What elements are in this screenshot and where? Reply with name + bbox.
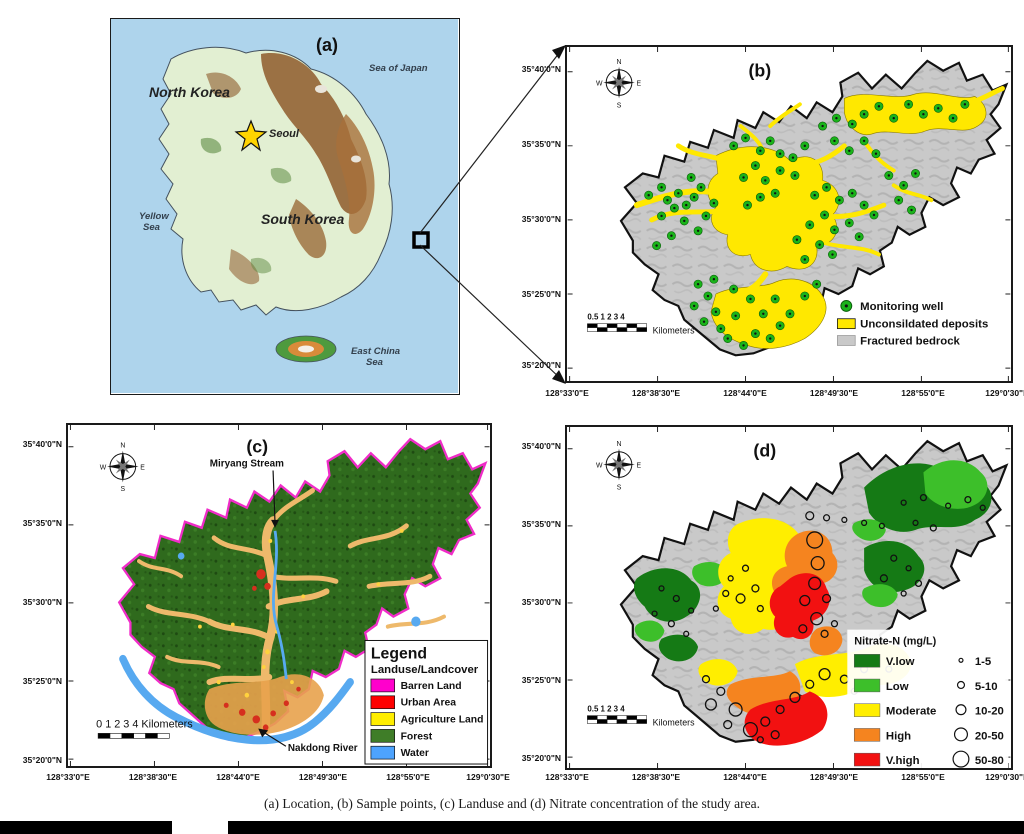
svg-text:Miryang Stream: Miryang Stream bbox=[210, 459, 284, 470]
svg-text:E: E bbox=[636, 463, 641, 470]
svg-text:Landuse/Landcover: Landuse/Landcover bbox=[371, 664, 479, 676]
nitrate-graphic: N S W E (d) Nitrate-N (mg/L) V.low Low M… bbox=[567, 427, 1011, 768]
svg-text:0 1 2 3 4 Kilometers: 0 1 2 3 4 Kilometers bbox=[96, 718, 193, 730]
monitoring-wells-layer bbox=[644, 99, 970, 350]
svg-text:Unconsildated deposits: Unconsildated deposits bbox=[860, 319, 988, 331]
svg-text:N: N bbox=[120, 443, 125, 450]
svg-text:Kilometers: Kilometers bbox=[653, 326, 695, 336]
miryang-stream-shape bbox=[272, 530, 288, 680]
compass-rose-icon: N S W E bbox=[596, 59, 641, 109]
panel-c-legend: Legend Landuse/Landcover Barren Land Urb… bbox=[364, 639, 489, 765]
label-yellow-sea: Yellow bbox=[139, 211, 169, 222]
compass-rose-icon: N S W E bbox=[100, 443, 145, 493]
south-plain bbox=[204, 674, 324, 735]
label-sea-of-japan: Sea of Japan bbox=[369, 63, 428, 74]
river-annotation: Nakdong River bbox=[258, 728, 358, 754]
svg-text:20-50: 20-50 bbox=[975, 730, 1004, 742]
svg-text:50-80: 50-80 bbox=[975, 755, 1004, 767]
landuse-graphic: N S W E (c) Miryang Stream Nakdong River… bbox=[68, 425, 490, 766]
svg-text:V.low: V.low bbox=[886, 656, 915, 668]
panel-d-nitrate-map: N S W E (d) Nitrate-N (mg/L) V.low Low M… bbox=[565, 425, 1013, 770]
bottom-bar-left bbox=[0, 821, 172, 834]
svg-text:Low: Low bbox=[886, 681, 909, 693]
svg-text:High: High bbox=[886, 730, 911, 742]
svg-text:Monitoring well: Monitoring well bbox=[860, 301, 943, 313]
label-east-china-sea: East China bbox=[351, 346, 400, 357]
panel-a-letter: (a) bbox=[316, 35, 338, 55]
label-yellow-sea-2: Sea bbox=[143, 222, 160, 233]
jeju-island bbox=[275, 335, 337, 363]
svg-text:Nitrate-N (mg/L): Nitrate-N (mg/L) bbox=[854, 635, 936, 647]
svg-text:W: W bbox=[596, 81, 603, 88]
svg-text:Barren Land: Barren Land bbox=[401, 681, 462, 692]
panel-b-sample-points-map: N S W E (b) Monitoring well Unconsildate… bbox=[565, 45, 1013, 383]
svg-text:E: E bbox=[140, 464, 145, 471]
svg-text:0.5 1 2 3 4: 0.5 1 2 3 4 bbox=[587, 705, 625, 714]
label-east-china-sea-2: Sea bbox=[366, 357, 383, 368]
svg-text:W: W bbox=[100, 464, 107, 471]
svg-text:S: S bbox=[617, 484, 622, 491]
panel-d-legend: Nitrate-N (mg/L) V.low Low Moderate High… bbox=[847, 629, 1009, 768]
svg-text:Moderate: Moderate bbox=[886, 706, 937, 718]
svg-text:1-5: 1-5 bbox=[975, 656, 991, 668]
svg-text:N: N bbox=[617, 59, 622, 66]
svg-text:Agriculture Land: Agriculture Land bbox=[401, 715, 484, 726]
svg-text:Fractured bedrock: Fractured bedrock bbox=[860, 335, 960, 347]
svg-text:Legend: Legend bbox=[371, 645, 427, 662]
panel-b-legend: Monitoring well Unconsildated deposits F… bbox=[837, 299, 988, 347]
label-north-korea: North Korea bbox=[149, 84, 230, 100]
panel-d-letter: (d) bbox=[753, 441, 776, 461]
svg-text:S: S bbox=[121, 486, 126, 493]
agri-speckles bbox=[198, 528, 404, 698]
svg-text:W: W bbox=[596, 463, 603, 470]
sample-points-graphic: N S W E (b) Monitoring well Unconsildate… bbox=[567, 47, 1011, 381]
panel-c-landuse-map: N S W E (c) Miryang Stream Nakdong River… bbox=[66, 423, 492, 768]
figure-caption: (a) Location, (b) Sample points, (c) Lan… bbox=[264, 796, 760, 811]
panel-b-scale-bar: 0.5 1 2 3 4 Kilometers bbox=[587, 313, 695, 336]
nitrate-points-layer bbox=[651, 493, 986, 744]
svg-text:5-10: 5-10 bbox=[975, 681, 998, 693]
korea-map-graphic: (a) North Korea Sea of Japan Seoul Yello… bbox=[111, 19, 458, 393]
stream-annotation: Miryang Stream bbox=[210, 459, 284, 528]
svg-text:Kilometers: Kilometers bbox=[653, 717, 695, 727]
label-south-korea: South Korea bbox=[261, 211, 344, 227]
nakdong-river-shape bbox=[119, 654, 354, 745]
svg-text:0.5 1 2 3 4: 0.5 1 2 3 4 bbox=[587, 313, 625, 322]
svg-text:Forest: Forest bbox=[401, 731, 433, 742]
svg-text:N: N bbox=[616, 441, 621, 448]
svg-text:Water: Water bbox=[401, 748, 429, 759]
panel-c-scale-bar: 0 1 2 3 4 Kilometers bbox=[96, 718, 193, 739]
svg-text:E: E bbox=[636, 81, 641, 88]
seoul-star-icon bbox=[234, 119, 268, 152]
svg-text:Urban Area: Urban Area bbox=[401, 698, 457, 709]
label-seoul: Seoul bbox=[269, 128, 300, 140]
panel-c-letter: (c) bbox=[246, 437, 268, 457]
compass-rose-icon: N S W E bbox=[596, 441, 641, 491]
svg-text:S: S bbox=[617, 102, 622, 109]
svg-text:10-20: 10-20 bbox=[975, 706, 1004, 718]
panel-d-scale-bar: 0.5 1 2 3 4 Kilometers bbox=[587, 705, 695, 727]
panel-a-location-map: (a) North Korea Sea of Japan Seoul Yello… bbox=[110, 18, 460, 395]
urban-speckles bbox=[223, 569, 301, 731]
bottom-bar-right bbox=[228, 821, 1024, 834]
svg-text:Nakdong River: Nakdong River bbox=[288, 743, 358, 754]
panel-b-letter: (b) bbox=[748, 61, 771, 81]
svg-text:V.high: V.high bbox=[886, 755, 920, 767]
